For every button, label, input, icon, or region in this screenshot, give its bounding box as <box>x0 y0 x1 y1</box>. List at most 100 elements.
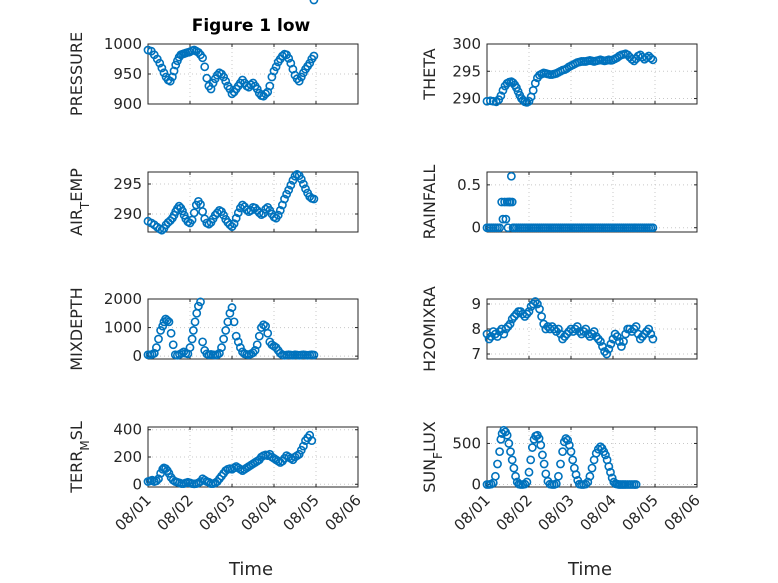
data-point <box>169 66 179 76</box>
data-point <box>498 214 508 224</box>
data-point <box>158 321 168 331</box>
data-point <box>193 301 203 311</box>
data-point <box>549 324 559 334</box>
data-point <box>533 299 542 309</box>
data-point <box>554 324 563 334</box>
y-axis-label-main: H2OMIXRA <box>420 286 439 372</box>
data-point <box>493 459 502 469</box>
data-point <box>156 326 165 335</box>
x-tick-label: 08/04 <box>577 491 620 534</box>
data-point <box>509 312 519 321</box>
y-axis-label: TERRMSL <box>67 421 92 494</box>
data-point <box>309 0 319 5</box>
subplot-5: 0 1000 2000 MIXDEPTH <box>67 287 359 371</box>
subplot-3: 290 295 AIRTEMP <box>67 168 359 236</box>
data-point <box>200 62 210 72</box>
data-point <box>198 207 207 216</box>
data-point <box>159 68 169 78</box>
x-tick-label: 08/05 <box>619 491 662 534</box>
data-point <box>581 479 591 489</box>
data-point <box>501 324 511 334</box>
data-point <box>309 194 319 204</box>
data-point <box>503 322 513 331</box>
y-axis-label: MIXDEPTH <box>67 287 86 370</box>
data-point <box>536 440 546 450</box>
data-point <box>602 349 612 359</box>
data-point <box>499 329 509 339</box>
data-point <box>604 462 614 471</box>
data-point <box>541 469 551 479</box>
data-point <box>648 223 658 233</box>
data-point <box>524 307 534 316</box>
axes-box <box>486 43 698 105</box>
data-point <box>208 78 218 88</box>
y-tick-label: 290 <box>113 205 142 223</box>
data-point <box>265 81 275 91</box>
data-point <box>200 214 210 224</box>
data-point <box>498 85 508 95</box>
x-tick-label: 08/01 <box>451 491 494 534</box>
data-point <box>585 471 595 481</box>
data-point <box>292 74 302 84</box>
data-point <box>307 436 317 446</box>
data-point <box>280 194 289 204</box>
data-point <box>635 334 645 344</box>
y-tick-label: 290 <box>452 90 481 108</box>
data-point <box>235 343 245 352</box>
data-point <box>298 179 308 189</box>
y-tick-label: 500 <box>452 434 481 452</box>
data-point <box>261 204 270 214</box>
data-point <box>202 73 212 83</box>
data-point <box>507 455 517 465</box>
y-axis-label-main: MIXDEPTH <box>67 287 86 370</box>
data-point <box>507 197 517 207</box>
data-point <box>585 332 595 341</box>
data-point <box>284 185 294 195</box>
data-point <box>286 180 296 190</box>
data-point <box>252 84 262 94</box>
data-point <box>189 208 199 218</box>
y-tick-label: 295 <box>113 175 142 193</box>
data-point <box>526 455 536 465</box>
data-point <box>496 434 506 444</box>
data-point <box>305 430 315 440</box>
data-point <box>252 340 262 350</box>
data-point <box>646 329 656 339</box>
data-point <box>154 334 163 344</box>
x-tick-label: 08/05 <box>280 491 323 534</box>
data-point <box>294 76 304 86</box>
data-point <box>507 314 517 324</box>
y-axis-label: RAINFALL <box>420 165 439 240</box>
y-tick-label: 900 <box>113 95 142 113</box>
y-tick-label: 300 <box>452 35 481 53</box>
data-point <box>154 474 163 484</box>
x-tick-label: 08/06 <box>661 491 704 534</box>
data-point <box>261 89 270 99</box>
data-point <box>193 48 203 57</box>
data-point <box>188 326 198 335</box>
data-point <box>610 329 620 339</box>
x-axis-label: Time <box>228 559 273 580</box>
data-point <box>221 326 231 335</box>
x-tick-label: 08/06 <box>322 491 365 534</box>
x-tick-label: 08/02 <box>493 491 536 534</box>
data-point <box>596 337 605 346</box>
data-point <box>589 327 599 336</box>
y-axis-label-subscript: T <box>78 201 92 210</box>
data-point <box>178 206 187 216</box>
axes-box <box>486 426 698 488</box>
data-point <box>528 299 538 309</box>
data-point <box>495 223 504 233</box>
y-tick-label: 950 <box>113 65 142 83</box>
data-point <box>151 476 161 486</box>
y-tick-label: 1000 <box>104 35 142 53</box>
data-point <box>198 53 207 63</box>
data-point <box>560 332 570 341</box>
data-point <box>248 348 258 358</box>
data-point <box>539 459 549 469</box>
data-point <box>577 329 586 339</box>
x-tick-label: 08/03 <box>535 491 578 534</box>
y-axis-label-main: THETA <box>420 48 439 100</box>
y-tick-label: 0 <box>471 219 481 237</box>
